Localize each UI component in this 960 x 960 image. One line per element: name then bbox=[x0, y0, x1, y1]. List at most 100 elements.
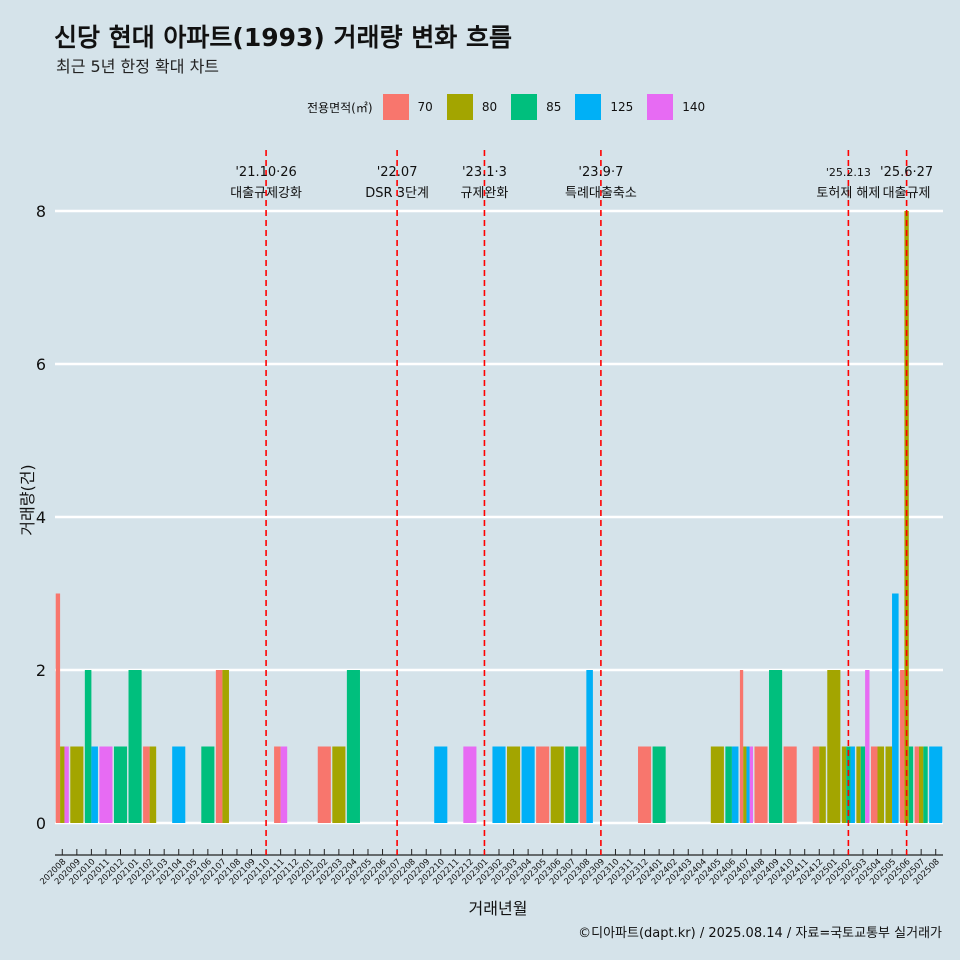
legend-swatch-125 bbox=[575, 94, 602, 120]
bar bbox=[731, 746, 739, 823]
bar bbox=[91, 746, 98, 823]
legend-swatch-70 bbox=[382, 94, 409, 120]
y-tick-label: 4 bbox=[36, 508, 46, 527]
bar bbox=[827, 670, 841, 823]
bar bbox=[586, 670, 593, 823]
bar bbox=[783, 746, 797, 823]
bar bbox=[819, 746, 826, 823]
event-date-label: '23.9·7 bbox=[578, 165, 623, 180]
bar bbox=[870, 746, 878, 823]
y-tick-label: 0 bbox=[36, 814, 46, 833]
bar bbox=[215, 670, 223, 823]
event-date-label: '21.10·26 bbox=[235, 165, 296, 180]
legend-title: 전용면적(㎡) bbox=[307, 100, 373, 115]
bar bbox=[929, 746, 943, 823]
bar bbox=[754, 746, 768, 823]
bar bbox=[565, 746, 579, 823]
bar bbox=[521, 746, 535, 823]
event-date-label: '23.1·3 bbox=[462, 165, 507, 180]
legend-swatch-80 bbox=[446, 94, 473, 120]
bar bbox=[280, 746, 288, 823]
chart-subtitle: 최근 5년 한정 확대 차트 bbox=[56, 57, 220, 76]
event-label: DSR 3단계 bbox=[365, 186, 429, 201]
legend-label-85: 85 bbox=[546, 100, 562, 114]
bar bbox=[201, 746, 215, 823]
legend-item-70: 70 bbox=[382, 94, 433, 120]
y-tick-label: 6 bbox=[36, 355, 46, 374]
bar bbox=[113, 746, 128, 823]
legend-item-140: 140 bbox=[647, 94, 705, 120]
bar bbox=[856, 746, 861, 823]
x-axis-title: 거래년월 bbox=[469, 899, 528, 918]
bar bbox=[877, 746, 885, 823]
credit-text: ©디아파트(dapt.kr) / 2025.08.14 / 자료=국토교통부 실… bbox=[578, 926, 942, 941]
bar bbox=[128, 670, 142, 823]
bar bbox=[743, 746, 747, 823]
event-label: 토허제 해제 bbox=[816, 186, 880, 201]
bar bbox=[923, 746, 928, 823]
bar bbox=[346, 670, 360, 823]
legend-swatch-85 bbox=[511, 94, 538, 120]
bar bbox=[60, 746, 65, 823]
event-date-label: '22.07 bbox=[377, 165, 418, 180]
legend-label-70: 70 bbox=[417, 100, 433, 114]
bar bbox=[710, 746, 724, 823]
bar bbox=[434, 746, 448, 823]
bar bbox=[332, 746, 346, 823]
bar bbox=[908, 746, 914, 823]
legend-swatch-140 bbox=[647, 94, 674, 120]
bar bbox=[892, 593, 899, 823]
event-label: 규제완화 bbox=[461, 186, 509, 201]
bar bbox=[769, 670, 783, 823]
legend-item-80: 80 bbox=[446, 94, 498, 120]
bar bbox=[536, 746, 550, 823]
bar bbox=[149, 746, 157, 823]
bar bbox=[812, 746, 820, 823]
y-tick-label: 8 bbox=[36, 202, 46, 221]
bar bbox=[749, 746, 754, 823]
bar bbox=[850, 746, 855, 823]
bar bbox=[865, 670, 870, 823]
bar bbox=[99, 746, 113, 823]
bar bbox=[918, 746, 924, 823]
bar bbox=[860, 746, 866, 823]
bar bbox=[725, 746, 732, 823]
bar bbox=[900, 670, 905, 823]
event-date-label: '25.6·27 bbox=[880, 165, 933, 180]
chart-title: 신당 현대 아파트(1993) 거래량 변화 흐름 bbox=[54, 23, 512, 52]
bar bbox=[70, 746, 84, 823]
bar bbox=[143, 746, 150, 823]
y-tick-label: 2 bbox=[36, 661, 46, 680]
bar bbox=[841, 746, 847, 823]
bar bbox=[739, 670, 744, 823]
event-label: 대출규제 bbox=[883, 186, 931, 201]
event-label: 특례대출축소 bbox=[565, 186, 637, 201]
bar bbox=[914, 746, 919, 823]
bar bbox=[64, 746, 69, 823]
bar bbox=[507, 746, 521, 823]
bar bbox=[550, 746, 564, 823]
bar bbox=[638, 746, 652, 823]
y-axis-title: 거래량(건) bbox=[18, 464, 37, 535]
bar bbox=[492, 746, 506, 823]
event-label: 대출규제강화 bbox=[230, 186, 302, 201]
legend-item-125: 125 bbox=[575, 94, 633, 120]
legend-label-125: 125 bbox=[610, 100, 634, 114]
bar bbox=[579, 746, 587, 823]
bar bbox=[84, 670, 92, 823]
bar bbox=[274, 746, 281, 823]
bar bbox=[904, 211, 909, 823]
bar bbox=[652, 746, 666, 823]
bar bbox=[222, 670, 229, 823]
legend-label-140: 140 bbox=[682, 100, 706, 114]
bar bbox=[317, 746, 331, 823]
bar bbox=[55, 593, 61, 823]
event-date-label: '25.2.13 bbox=[826, 166, 871, 179]
legend: 전용면적(㎡) 70 80 85 125 140 bbox=[307, 93, 719, 121]
bar bbox=[746, 746, 750, 823]
bar bbox=[172, 746, 186, 823]
legend-label-80: 80 bbox=[481, 100, 498, 114]
legend-item-85: 85 bbox=[511, 94, 561, 120]
bar bbox=[463, 746, 477, 823]
bar bbox=[885, 746, 893, 823]
